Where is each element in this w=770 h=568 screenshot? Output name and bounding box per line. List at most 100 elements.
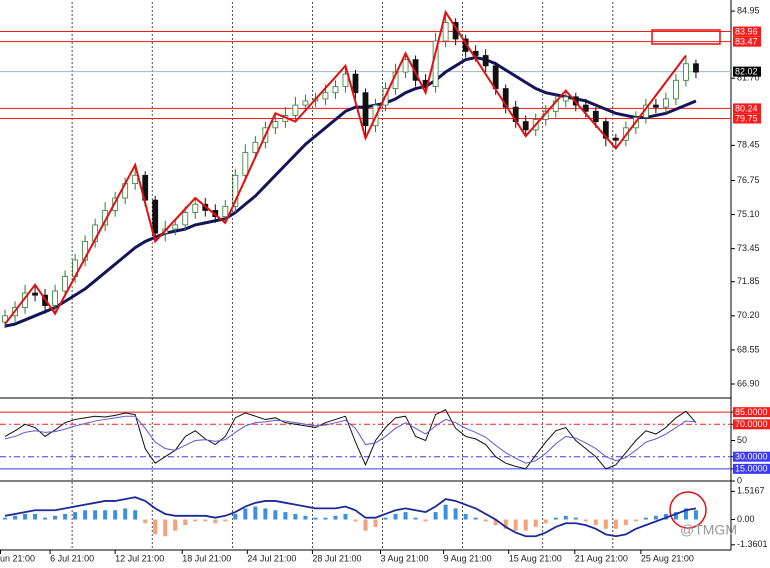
moving-average: [4, 56, 697, 328]
histogram-bar: [563, 515, 568, 520]
candle-body: [272, 121, 279, 129]
level-label: 83.96: [735, 26, 758, 36]
level-label-box: [733, 36, 761, 47]
candle-body: [302, 100, 309, 106]
level-label: 79.75: [735, 113, 758, 123]
x-tick-label: 15 Aug 21:00: [509, 553, 562, 563]
indicator-line: [4, 409, 697, 470]
candle-body: [502, 88, 509, 108]
candle-body: [152, 199, 159, 234]
histogram-bar: [553, 517, 558, 520]
histogram-bar: [203, 519, 208, 522]
histogram-bar: [513, 519, 518, 531]
histogram-bar: [623, 519, 628, 526]
histogram-bar: [483, 519, 488, 522]
x-tick-label: 18 Jul 21:00: [182, 553, 231, 563]
histogram-bar: [93, 510, 98, 520]
histogram-bar: [213, 519, 218, 524]
level-label-box: [733, 451, 770, 462]
histogram-bar: [43, 517, 48, 520]
histogram-bar: [323, 517, 328, 520]
histogram-bar: [303, 515, 308, 520]
last-price-label: 82.02: [735, 66, 758, 76]
candle-body: [182, 212, 189, 226]
x-tick-label: 9 Aug 21:00: [444, 553, 492, 563]
histogram-bar: [383, 517, 388, 520]
histogram-bar: [263, 508, 268, 520]
annotation-box: [651, 29, 721, 45]
histogram-bar: [273, 510, 278, 520]
candle-body: [62, 276, 68, 292]
histogram-bar: [123, 508, 128, 520]
histogram-bar: [73, 512, 78, 520]
histogram-bar: [293, 513, 298, 520]
candle-body: [132, 174, 139, 184]
y-tick-label: 84.95: [737, 5, 760, 15]
y-tick-label: 78.45: [737, 140, 760, 150]
histogram-bar: [173, 519, 178, 531]
y-tick-label: 0.00: [737, 514, 755, 524]
histogram-bar: [23, 513, 28, 520]
candle-body: [342, 73, 349, 87]
indicator-line: [4, 415, 696, 464]
histogram-bar: [443, 504, 448, 520]
x-tick-label: 6 Jul 21:00: [50, 553, 94, 563]
y-tick-label: 75.10: [737, 209, 760, 219]
histogram-bar: [313, 517, 318, 520]
x-tick-label: 12 Jul 21:00: [115, 553, 164, 563]
histogram-bar: [503, 519, 508, 529]
candle-body: [683, 63, 689, 81]
histogram-bar: [253, 506, 258, 520]
histogram-bar: [103, 510, 108, 520]
histogram-bar: [643, 517, 648, 520]
histogram-bar: [3, 517, 8, 520]
candle-body: [172, 224, 179, 230]
candle-body: [52, 290, 58, 306]
histogram-bar: [333, 515, 338, 520]
histogram-bar: [183, 519, 188, 526]
candle-body: [252, 141, 259, 154]
y-tick-label: 1.5167: [737, 486, 765, 496]
histogram-bar: [373, 519, 378, 527]
x-tick-label: 25 Aug 21:00: [641, 553, 694, 563]
histogram-bar: [683, 508, 688, 520]
histogram-bar: [163, 519, 168, 537]
histogram-bar: [453, 508, 458, 520]
histogram-bar: [423, 519, 428, 522]
histogram-bar: [143, 519, 148, 524]
y-tick-label: 15.0000: [735, 464, 768, 474]
histogram-bar: [493, 519, 498, 526]
histogram-bar: [53, 515, 58, 520]
candle-body: [192, 203, 199, 213]
histogram-bar: [653, 515, 658, 520]
histogram-bar: [353, 519, 358, 522]
histogram-bar: [463, 513, 468, 520]
candle-body: [582, 104, 589, 112]
histogram-bar: [613, 519, 618, 529]
x-tick-label: 3 Aug 21:00: [381, 553, 429, 563]
histogram-bar: [13, 515, 18, 520]
histogram-bar: [363, 519, 368, 531]
histogram-bar: [403, 512, 408, 520]
candle-body: [612, 137, 619, 141]
y-tick-label: 73.45: [737, 243, 760, 253]
y-tick-label: 0: [737, 475, 742, 485]
candle-body: [222, 205, 229, 218]
histogram-bar: [603, 519, 608, 529]
histogram-bar: [593, 519, 598, 526]
histogram-bar: [523, 519, 528, 531]
histogram-bar: [673, 512, 678, 520]
histogram-bar: [473, 517, 478, 520]
macd-line: [4, 496, 697, 538]
candle-body: [2, 315, 8, 323]
candle-body: [673, 79, 679, 100]
histogram-bar: [633, 519, 638, 522]
y-tick-label: 30.0000: [735, 452, 768, 462]
candle-body: [442, 22, 449, 42]
candle-body: [352, 73, 359, 94]
histogram-bar: [283, 512, 288, 520]
histogram-bar: [233, 513, 238, 520]
candle-body: [562, 96, 569, 102]
histogram-bar: [433, 512, 438, 520]
